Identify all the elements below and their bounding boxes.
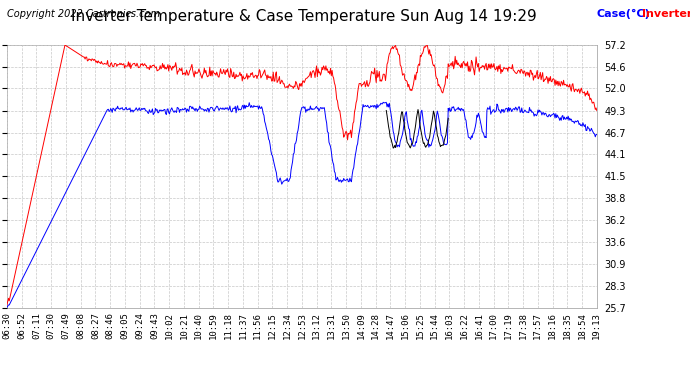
Text: Inverter Temperature & Case Temperature Sun Aug 14 19:29: Inverter Temperature & Case Temperature … [71,9,537,24]
Text: Copyright 2022 Cartronics.com: Copyright 2022 Cartronics.com [7,9,160,20]
Text: Inverter(°C): Inverter(°C) [642,9,690,20]
Text: Case(°C): Case(°C) [597,9,651,20]
